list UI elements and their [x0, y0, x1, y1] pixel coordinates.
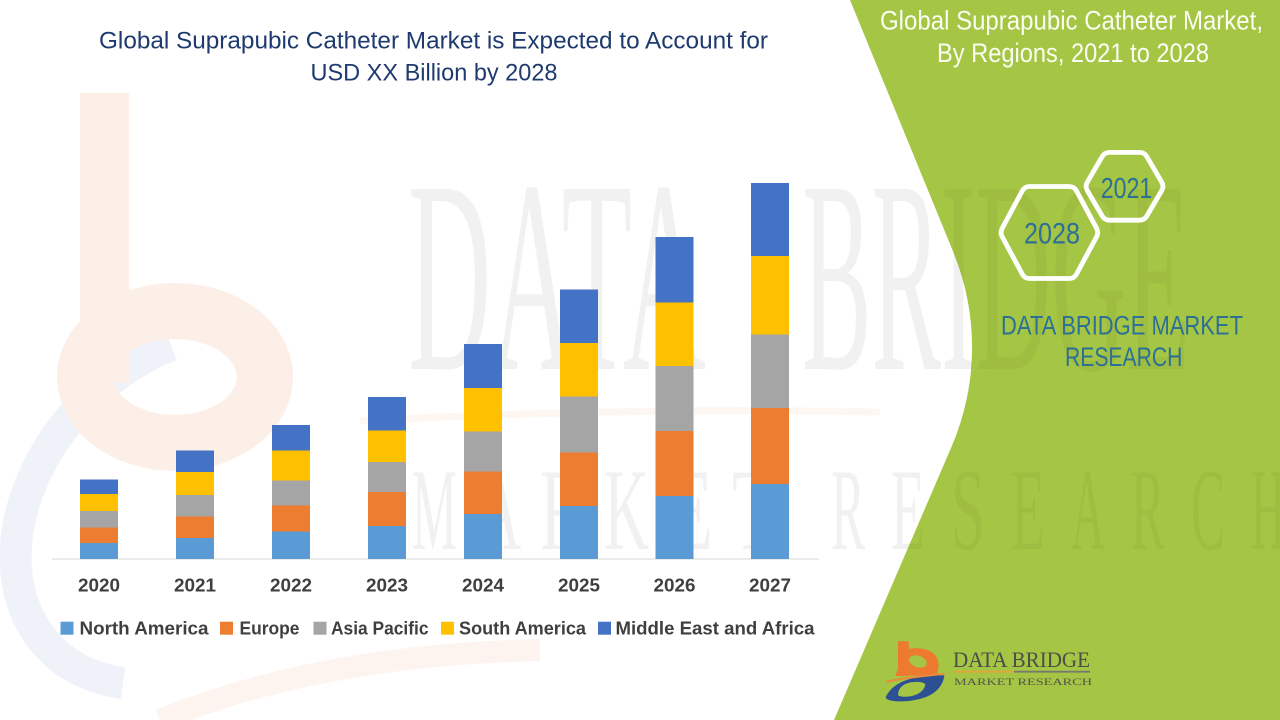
svg-text:North America: North America: [80, 619, 210, 639]
svg-text:RESEARCH: RESEARCH: [1065, 342, 1183, 372]
svg-text:E: E: [1011, 446, 1045, 575]
svg-text:R: R: [831, 446, 865, 575]
svg-text:H: H: [1251, 446, 1280, 575]
svg-text:By Regions, 2021 to 2028: By Regions, 2021 to 2028: [937, 38, 1209, 68]
svg-text:2021: 2021: [174, 575, 216, 596]
svg-text:Global Suprapubic Catheter Mar: Global Suprapubic Catheter Market is Exp…: [99, 28, 768, 55]
svg-text:2020: 2020: [78, 575, 120, 596]
svg-text:2023: 2023: [366, 575, 408, 596]
svg-text:S: S: [951, 446, 985, 575]
svg-text:2026: 2026: [654, 575, 696, 596]
svg-text:R: R: [1131, 446, 1165, 575]
svg-text:2024: 2024: [462, 575, 505, 596]
svg-text:A: A: [1071, 446, 1105, 575]
svg-text:USD XX Billion by 2028: USD XX Billion by 2028: [311, 60, 558, 87]
svg-text:2028: 2028: [1024, 218, 1080, 251]
svg-text:2022: 2022: [270, 575, 312, 596]
svg-text:Asia Pacific: Asia Pacific: [331, 619, 429, 639]
svg-text:2021: 2021: [1101, 173, 1153, 205]
svg-text:Global Suprapubic Catheter Mar: Global Suprapubic Catheter Market,: [880, 6, 1263, 36]
svg-text:K: K: [604, 446, 649, 575]
svg-text:DATA BRIDGE MARKET: DATA BRIDGE MARKET: [1001, 311, 1243, 341]
svg-text:South America: South America: [459, 619, 587, 639]
svg-text:M: M: [412, 446, 457, 575]
svg-text:MARKET RESEARCH: MARKET RESEARCH: [954, 678, 1092, 688]
svg-text:C: C: [1191, 446, 1225, 575]
svg-text:2025: 2025: [558, 575, 600, 596]
svg-text:Europe: Europe: [240, 619, 300, 639]
svg-text:Middle East and Africa: Middle East and Africa: [616, 619, 816, 639]
svg-text:2027: 2027: [749, 575, 791, 596]
svg-text:DATA BRIDGE: DATA BRIDGE: [953, 647, 1090, 672]
